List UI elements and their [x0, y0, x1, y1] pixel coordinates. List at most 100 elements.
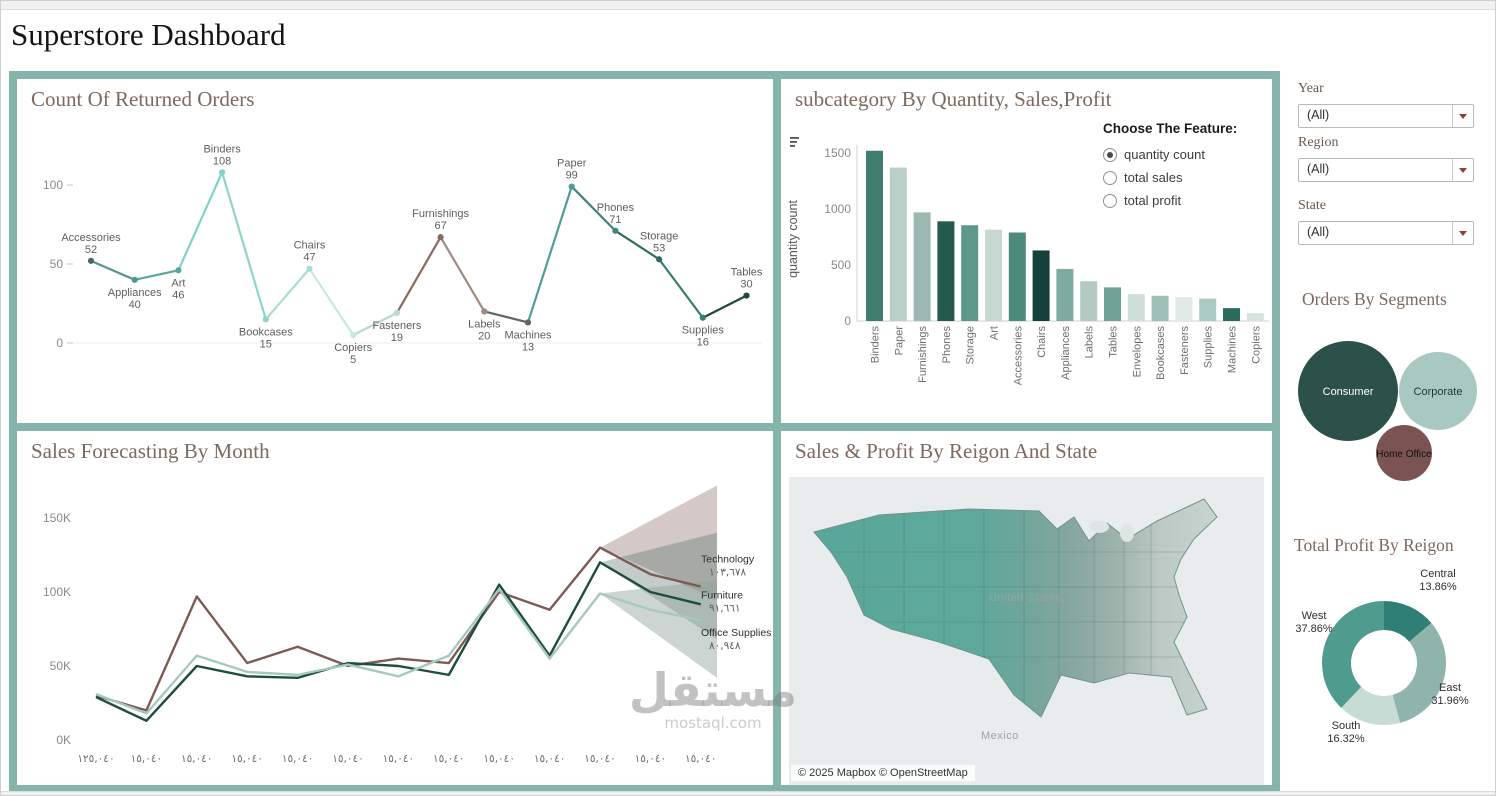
- svg-text:١٥,٠٤٠: ١٥,٠٤٠: [282, 753, 314, 765]
- svg-text:Storage: Storage: [640, 230, 679, 242]
- dropdown-value: (All): [1307, 108, 1330, 122]
- svg-text:Tables: Tables: [731, 267, 763, 279]
- svg-text:71: 71: [609, 214, 621, 226]
- filter-year-dropdown[interactable]: (All): [1298, 104, 1474, 128]
- svg-text:20: 20: [478, 330, 490, 342]
- filter-year: Year (All): [1298, 81, 1474, 128]
- radio-selected-icon[interactable]: [1103, 147, 1117, 162]
- subcategory-bar-chart[interactable]: quantity count 0 500 1000 1500 Binders Paper Fu…: [781, 79, 1272, 423]
- svg-text:16: 16: [697, 337, 709, 349]
- svg-text:Fasteners: Fasteners: [1179, 326, 1191, 375]
- radio-unselected-icon[interactable]: [1103, 193, 1117, 208]
- svg-text:Paper: Paper: [893, 326, 905, 356]
- svg-text:500: 500: [831, 258, 851, 272]
- svg-text:٩١,٦٦١: ٩١,٦٦١: [709, 602, 741, 614]
- panel-map: Sales & Profit By Reigon And State: [781, 431, 1272, 785]
- panel-subcategory: subcategory By Quantity, Sales,Profit Ch…: [781, 79, 1272, 423]
- svg-text:٨٠,٩٤٨: ٨٠,٩٤٨: [709, 640, 741, 652]
- svg-text:Home Office: Home Office: [1376, 449, 1432, 460]
- svg-text:19: 19: [391, 332, 403, 344]
- radio-total-profit[interactable]: total profit: [1103, 189, 1269, 212]
- svg-text:0: 0: [844, 314, 851, 328]
- svg-text:Phones: Phones: [597, 202, 635, 214]
- svg-text:١٥,٠٤٠: ١٥,٠٤٠: [584, 753, 616, 765]
- svg-text:Labels: Labels: [468, 318, 501, 330]
- dropdown-arrow-icon[interactable]: [1452, 222, 1473, 244]
- svg-text:١٥,٠٤٠: ١٥,٠٤٠: [635, 753, 667, 765]
- dropdown-value: (All): [1307, 162, 1330, 176]
- svg-text:١٥,٠٤٠: ١٥,٠٤٠: [131, 753, 163, 765]
- svg-text:١٥,٠٤٠: ١٥,٠٤٠: [383, 753, 415, 765]
- svg-text:50K: 50K: [50, 659, 71, 673]
- svg-text:31.96%: 31.96%: [1431, 695, 1469, 707]
- svg-text:Accessories: Accessories: [61, 232, 121, 244]
- filter-state-dropdown[interactable]: (All): [1298, 221, 1474, 245]
- svg-text:١٥,٠٤٠: ١٥,٠٤٠: [685, 753, 717, 765]
- filter-state-label: State: [1298, 198, 1326, 213]
- svg-text:Appliances: Appliances: [108, 287, 162, 299]
- filter-year-label: Year: [1298, 81, 1324, 96]
- svg-text:West: West: [1302, 610, 1327, 622]
- subcategory-title: subcategory By Quantity, Sales,Profit: [795, 87, 1112, 111]
- map-country-label: United States: [989, 592, 1062, 604]
- svg-text:Machines: Machines: [504, 329, 552, 341]
- segments-title: Orders By Segments: [1302, 289, 1447, 309]
- radio-quantity-count[interactable]: quantity count: [1103, 143, 1269, 166]
- svg-text:Copiers: Copiers: [1250, 326, 1262, 364]
- svg-text:67: 67: [434, 220, 446, 232]
- svg-text:Central: Central: [1420, 568, 1455, 580]
- sort-icon: [790, 137, 799, 147]
- svg-text:١٠٣,٦٧٨: ١٠٣,٦٧٨: [709, 567, 747, 579]
- svg-text:Envelopes: Envelopes: [1131, 326, 1143, 378]
- svg-text:١٥,٠٤٠: ١٥,٠٤٠: [181, 753, 213, 765]
- radio-unselected-icon[interactable]: [1103, 170, 1117, 185]
- radio-total-sales[interactable]: total sales: [1103, 166, 1269, 189]
- svg-text:Binders: Binders: [870, 326, 882, 364]
- map-canvas[interactable]: [789, 477, 1264, 785]
- map-attribution[interactable]: © 2025 Mapbox © OpenStreetMap: [791, 765, 975, 781]
- svg-text:Chairs: Chairs: [1036, 326, 1048, 358]
- segments-bubble-chart[interactable]: Consumer Corporate Home Office: [1290, 319, 1490, 489]
- returned-orders-title: Count Of Returned Orders: [31, 87, 255, 111]
- svg-text:Copiers: Copiers: [334, 342, 372, 354]
- svg-text:١٢٥,٠٤٠: ١٢٥,٠٤٠: [77, 753, 114, 765]
- svg-text:Bookcases: Bookcases: [239, 326, 293, 338]
- svg-text:30: 30: [740, 279, 752, 291]
- svg-text:Binders: Binders: [203, 143, 241, 155]
- us-choropleth-map[interactable]: United States Mexico © 2025 Mapbox © Ope…: [789, 477, 1264, 785]
- profit-title: Total Profit By Reigon: [1294, 535, 1454, 555]
- filter-region-dropdown[interactable]: (All): [1298, 158, 1474, 182]
- svg-text:0: 0: [56, 336, 63, 350]
- svg-text:Accessories: Accessories: [1012, 326, 1024, 386]
- svg-text:99: 99: [566, 170, 578, 182]
- svg-text:Bookcases: Bookcases: [1155, 326, 1167, 380]
- svg-text:52: 52: [85, 244, 97, 256]
- svg-text:Phones: Phones: [941, 326, 953, 364]
- dropdown-arrow-icon[interactable]: [1452, 159, 1473, 181]
- svg-text:Art: Art: [989, 326, 1001, 340]
- svg-text:Supplies: Supplies: [682, 325, 725, 337]
- svg-text:5: 5: [350, 354, 356, 366]
- svg-text:100K: 100K: [43, 585, 71, 599]
- svg-text:١٥,٠٤٠: ١٥,٠٤٠: [534, 753, 566, 765]
- svg-text:16.32%: 16.32%: [1327, 733, 1365, 745]
- forecast-title: Sales Forecasting By Month: [31, 439, 270, 463]
- radio-label: total profit: [1124, 193, 1182, 208]
- svg-text:١٥,٠٤٠: ١٥,٠٤٠: [433, 753, 465, 765]
- great-lake-shape: [1120, 524, 1134, 542]
- great-lake-shape: [1089, 521, 1109, 533]
- us-states-shape[interactable]: [813, 498, 1218, 718]
- sales-forecast-line-chart[interactable]: 0K 50K 100K 150K ١٢٥,٠٤٠ ١٥,٠٤٠ ١٥,٠٤٠ ١٥,٠٤٠ ١٥…: [17, 431, 773, 785]
- svg-text:15: 15: [260, 338, 272, 350]
- svg-text:40: 40: [129, 299, 141, 311]
- window-top-strip: [1, 1, 1495, 10]
- svg-text:Art: Art: [171, 277, 185, 289]
- svg-text:Technology: Technology: [701, 554, 755, 566]
- svg-text:South: South: [1332, 720, 1361, 732]
- svg-text:Chairs: Chairs: [294, 240, 326, 252]
- svg-text:47: 47: [303, 252, 315, 264]
- dropdown-arrow-icon[interactable]: [1452, 105, 1473, 127]
- svg-text:Labels: Labels: [1084, 326, 1096, 359]
